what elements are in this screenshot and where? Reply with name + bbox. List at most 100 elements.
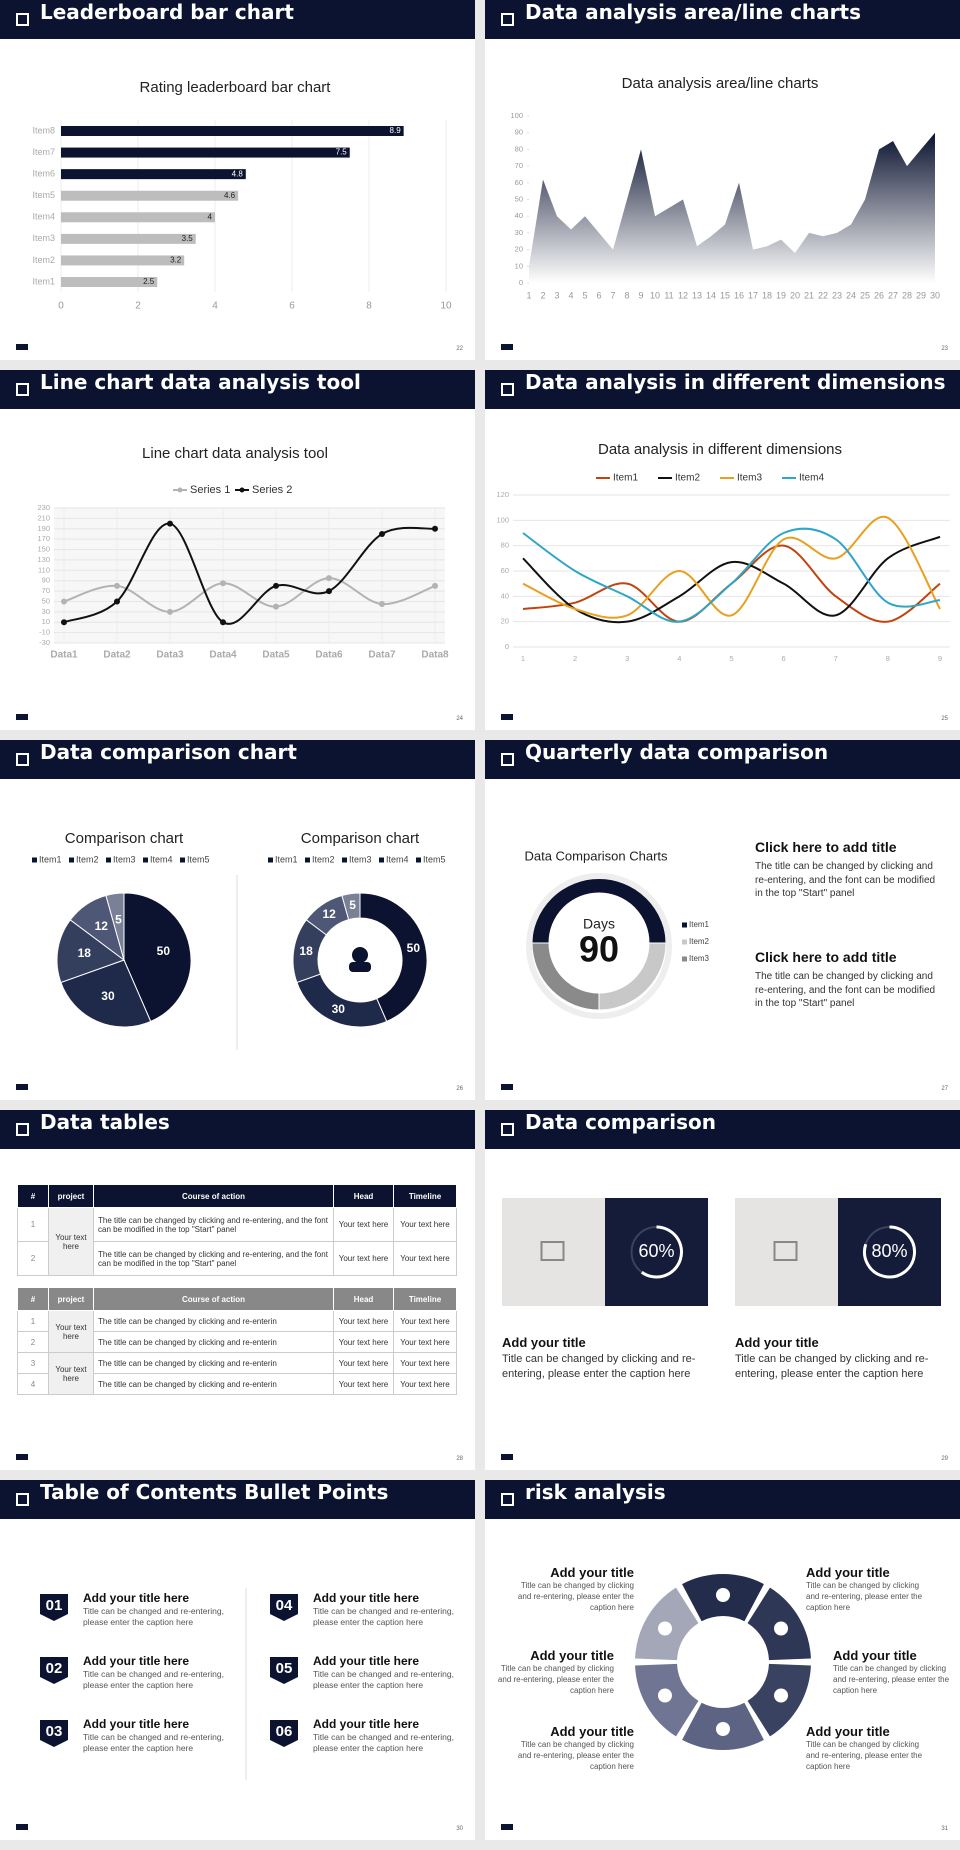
cell: Your text here bbox=[393, 1352, 457, 1374]
legend-swatch bbox=[682, 956, 687, 962]
slide-title: Data analysis area/line charts bbox=[525, 0, 861, 24]
x-tick-label: Data7 bbox=[368, 650, 396, 661]
value-label: 7.5 bbox=[336, 148, 348, 157]
cell: Your text here bbox=[393, 1373, 457, 1395]
header-cell: Head bbox=[333, 1184, 394, 1208]
item-title: Add your title bbox=[530, 1648, 614, 1663]
chart-title: Comparison chart bbox=[65, 830, 184, 847]
legend-marker bbox=[239, 487, 245, 493]
x-tick-label: 10 bbox=[440, 301, 452, 312]
badge bbox=[270, 1657, 298, 1684]
y-tick-label: 20 bbox=[501, 617, 509, 626]
cell: Your text here bbox=[48, 1352, 94, 1395]
item-title: Add your title here bbox=[313, 1591, 420, 1605]
slide-title: risk analysis bbox=[525, 1480, 666, 1504]
checkbox-icon bbox=[16, 383, 29, 396]
header-row: # project Course of action Head Timeline bbox=[17, 1287, 457, 1311]
value-label: 8.9 bbox=[390, 126, 402, 135]
page-number: 23 bbox=[941, 346, 948, 352]
x-tick-label: 30 bbox=[930, 290, 940, 300]
x-tick-label: 11 bbox=[664, 290, 673, 300]
y-tick-label: Item2 bbox=[32, 255, 55, 265]
item-title: Add your title here bbox=[83, 1591, 190, 1605]
header-cell: Timeline bbox=[393, 1287, 457, 1311]
y-tick-label: Item4 bbox=[32, 212, 55, 222]
marker bbox=[167, 520, 173, 527]
value-label: 50 bbox=[407, 941, 421, 955]
badge-number: 06 bbox=[276, 1723, 293, 1740]
bar bbox=[61, 126, 404, 136]
x-tick-label: 28 bbox=[902, 290, 912, 300]
cell: Your text here bbox=[333, 1207, 394, 1242]
x-tick-label: 8 bbox=[886, 654, 890, 663]
x-tick-label: 22 bbox=[818, 290, 828, 300]
legend-swatch bbox=[342, 857, 347, 863]
panel bbox=[605, 1198, 708, 1306]
logo bbox=[16, 344, 28, 350]
logo bbox=[501, 1824, 513, 1830]
slide-header: risk analysis bbox=[485, 1480, 960, 1519]
legend-label: Item3 bbox=[349, 854, 372, 864]
y-tick-label: 0 bbox=[505, 642, 509, 651]
center-value: 90 bbox=[579, 929, 619, 970]
marker bbox=[114, 582, 120, 589]
x-tick-label: Data8 bbox=[421, 650, 449, 661]
slide-title: Data tables bbox=[40, 1110, 170, 1134]
marker bbox=[61, 598, 67, 605]
y-tick-label: Item5 bbox=[32, 190, 55, 200]
table-row: 2 The title can be changed by clicking an… bbox=[17, 1331, 457, 1353]
badge-number: 03 bbox=[46, 1723, 63, 1740]
item-text: Title can be changed by clicking and re-… bbox=[806, 1581, 923, 1612]
y-tick-label: 230 bbox=[37, 503, 50, 512]
cell: 1 bbox=[17, 1207, 49, 1242]
logo bbox=[501, 344, 513, 350]
chart-title: Data analysis in different dimensions bbox=[598, 441, 842, 458]
legend-label: Item3 bbox=[737, 473, 762, 484]
page-number: 31 bbox=[941, 1826, 948, 1832]
page-number: 28 bbox=[456, 1456, 463, 1462]
slide-canvas: Rating leaderboard bar chart 0 2 4 6 8 10 Item1… bbox=[32, 79, 452, 312]
logo bbox=[501, 1454, 513, 1460]
bar bbox=[61, 233, 196, 244]
slide: 60% 80% Data comparison 29 Add your title Tit… bbox=[485, 1110, 960, 1470]
cell: 3 bbox=[17, 1352, 49, 1374]
checkbox-icon bbox=[501, 1123, 514, 1136]
legend-label: Item1 bbox=[613, 473, 638, 484]
logo bbox=[501, 714, 513, 720]
slide-canvas: 01 02 03 04 05 06 bbox=[40, 1588, 298, 1780]
item-text: Title can be changed by clicking and re-… bbox=[497, 1664, 614, 1695]
y-tick-label: Item3 bbox=[32, 233, 55, 243]
slide-header: Data comparison chart bbox=[0, 740, 475, 779]
page-number: 30 bbox=[456, 1826, 463, 1832]
y-tick-label: 30 bbox=[42, 607, 50, 616]
marker bbox=[167, 608, 173, 615]
plot-background bbox=[54, 508, 445, 643]
y-tick-label: 10 bbox=[515, 261, 523, 270]
slide-header: Quarterly data comparison bbox=[485, 740, 960, 779]
legend-label: Item5 bbox=[423, 854, 446, 864]
marker bbox=[326, 575, 332, 582]
slide: Rating leaderboard bar chart 0 2 4 6 8 10 Item1… bbox=[0, 0, 475, 360]
chart-title: Data Comparison Charts bbox=[524, 848, 668, 863]
gauge-label: 60% bbox=[638, 1241, 674, 1261]
page-number: 22 bbox=[456, 346, 463, 352]
x-tick-label: 6 bbox=[782, 654, 786, 663]
x-tick-label: 6 bbox=[596, 290, 601, 300]
slide-title: Quarterly data comparison bbox=[525, 740, 829, 764]
cell: The title can be changed by clicking and… bbox=[93, 1207, 334, 1242]
legend-swatch bbox=[180, 857, 185, 863]
slice bbox=[60, 959, 152, 1028]
cell: Your text here bbox=[393, 1310, 457, 1332]
legend-swatch bbox=[268, 857, 273, 863]
value-label: 18 bbox=[299, 944, 313, 958]
legend-label: Item2 bbox=[312, 854, 335, 864]
y-tick-label: 110 bbox=[38, 565, 50, 574]
legend-label: Item3 bbox=[689, 954, 710, 963]
x-tick-label: 3 bbox=[625, 654, 629, 663]
y-tick-label: 210 bbox=[37, 513, 50, 522]
cell: Your text here bbox=[333, 1331, 394, 1353]
y-tick-label: 30 bbox=[515, 228, 523, 237]
cell: Your text here bbox=[333, 1352, 394, 1374]
item-text: Title can be changed and re-entering, pl… bbox=[313, 1669, 454, 1691]
